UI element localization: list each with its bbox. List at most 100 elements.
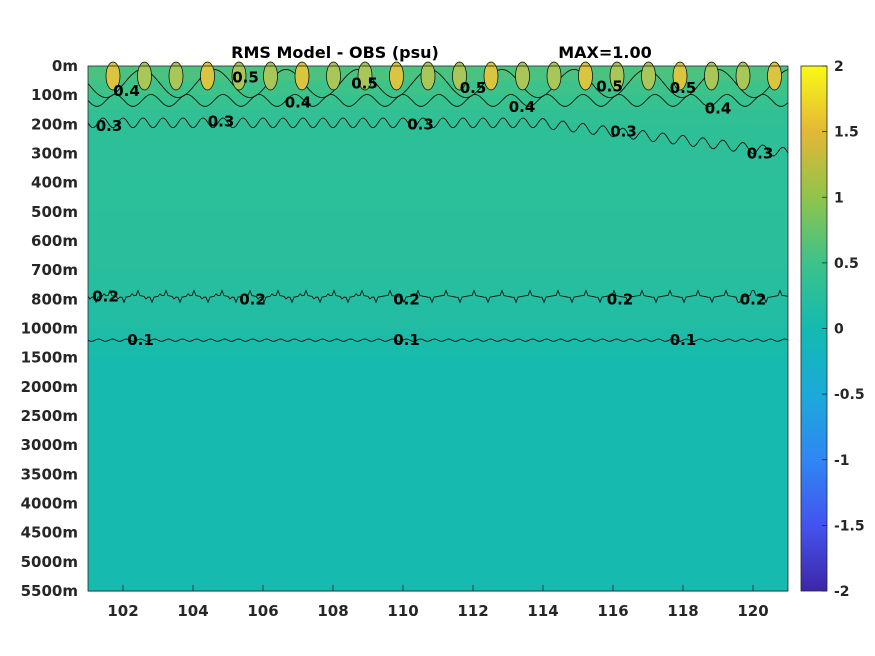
y-tick-label: 200m xyxy=(31,115,78,133)
heatmap-band xyxy=(88,95,788,111)
contour-cell xyxy=(735,61,751,91)
contour-cell xyxy=(263,61,278,91)
colorbar-tick-label: 0.5 xyxy=(834,256,859,272)
contour-label: 0.3 xyxy=(747,145,774,163)
x-tick-label: 108 xyxy=(317,602,348,620)
contour-label: 0.2 xyxy=(239,290,266,308)
contour-label: 0.1 xyxy=(670,331,697,349)
contour-labels: 0.4 0.5 0.5 0.5 0.5 0.5 0.4 0.4 0.4 0.3 0.3 0.3 0.3 0… xyxy=(92,69,773,350)
contour-label: 0.5 xyxy=(670,79,697,97)
x-tick-label: 102 xyxy=(107,602,138,620)
contour-cell xyxy=(326,61,341,91)
chart-title: RMS Model - OBS (psu) xyxy=(231,43,439,62)
contour-cell xyxy=(420,61,436,91)
x-tick-label: 110 xyxy=(387,602,418,620)
contour-cell xyxy=(578,61,593,91)
contour-label: 0.5 xyxy=(596,77,623,95)
y-tick-label: 300m xyxy=(31,145,78,163)
contour-cell xyxy=(515,61,530,91)
contour-label: 0.2 xyxy=(607,290,634,308)
x-tick-label: 116 xyxy=(597,602,628,620)
colorbar-tick-label: -2 xyxy=(834,584,850,600)
y-tick-label: 3000m xyxy=(21,436,78,454)
colorbar-tick-label: -0.5 xyxy=(834,387,865,403)
colorbar-tick-label: -1 xyxy=(834,453,850,469)
heatmap-band xyxy=(88,153,788,184)
y-tick-label: 1000m xyxy=(21,320,78,338)
x-axis: 102 104 106 108 110 112 114 116 118 120 xyxy=(107,585,769,620)
y-tick-label: 5000m xyxy=(21,553,78,571)
y-tick-label: 5500m xyxy=(21,582,78,600)
plot-frame xyxy=(87,65,789,592)
contour-label: 0.1 xyxy=(127,331,154,349)
y-tick-label: 2500m xyxy=(21,407,78,425)
y-tick-label: 2000m xyxy=(21,378,78,396)
contour-label: 0.2 xyxy=(393,290,420,308)
heatmap-band xyxy=(88,503,788,592)
contour-label: 0.3 xyxy=(610,123,637,141)
heatmap-band xyxy=(88,445,788,505)
contour-cell xyxy=(294,61,310,91)
heatmap-band xyxy=(88,124,788,155)
y-tick-label: 600m xyxy=(31,232,78,250)
contour-cell xyxy=(546,61,562,91)
contour-label: 0.4 xyxy=(113,82,140,100)
y-tick-label: 100m xyxy=(31,86,78,104)
heatmap-plot-area xyxy=(88,66,788,592)
colorbar-tick-label: -1.5 xyxy=(834,518,865,534)
x-tick-label: 112 xyxy=(457,602,488,620)
contour-line xyxy=(87,117,789,157)
y-tick-label: 3500m xyxy=(21,465,78,483)
contour-label: 0.3 xyxy=(208,112,235,130)
y-tick-label: 1500m xyxy=(21,349,78,367)
y-tick-label: 800m xyxy=(31,290,78,308)
contour-line xyxy=(87,289,789,304)
y-tick-label: 4000m xyxy=(21,495,78,513)
contour-cell xyxy=(609,61,625,91)
heatmap-band xyxy=(88,182,788,213)
x-tick-label: 120 xyxy=(737,602,768,620)
colorbar-tick-label: 0 xyxy=(834,322,844,338)
contour-cell xyxy=(452,61,467,91)
contour-cell xyxy=(641,61,656,91)
y-tick-label: 4500m xyxy=(21,524,78,542)
y-tick-label: 400m xyxy=(31,174,78,192)
contour-cell xyxy=(704,61,719,91)
heatmap-band xyxy=(88,241,788,271)
x-tick-label: 104 xyxy=(177,602,208,620)
x-tick-label: 106 xyxy=(247,602,278,620)
y-axis: 0m 100m 200m 300m 400m 500m 600m 700m 800m 1000m 1… xyxy=(21,57,78,600)
contour-cell xyxy=(137,61,152,91)
heatmap-band xyxy=(88,386,788,446)
contour-label: 0.1 xyxy=(393,331,420,349)
y-tick-label: 700m xyxy=(31,261,78,279)
contour-cell xyxy=(357,61,373,91)
x-tick-label: 114 xyxy=(527,602,558,620)
contour-label: 0.3 xyxy=(96,117,123,135)
colorbar-tick-label: 1.5 xyxy=(834,125,859,141)
contour-label: 0.5 xyxy=(232,69,259,87)
contour-lines xyxy=(87,61,789,342)
contour-label: 0.4 xyxy=(509,98,536,116)
contour-cell xyxy=(389,61,404,91)
heatmap-band xyxy=(88,357,788,388)
contour-cell xyxy=(231,61,247,91)
contour-label: 0.5 xyxy=(351,75,378,93)
y-tick-label: 500m xyxy=(31,203,78,221)
colorbar-tick-label: 1 xyxy=(834,190,844,206)
contour-cell xyxy=(200,61,215,91)
contour-cell xyxy=(672,61,688,91)
heatmap-band xyxy=(88,328,788,341)
colorbar-tick-label: 2 xyxy=(834,59,844,75)
colorbar-axis: 2 1.5 1 0.5 0 -0.5 -1 -1.5 -2 xyxy=(822,59,865,600)
contour-cell xyxy=(168,61,184,91)
contour-line xyxy=(87,94,789,107)
heatmap-band xyxy=(88,270,788,300)
contour-line xyxy=(87,338,789,342)
heatmap-band xyxy=(88,340,788,359)
contour-cell xyxy=(105,61,121,91)
contour-cell xyxy=(483,61,499,91)
contour-label: 0.3 xyxy=(407,115,434,133)
contour-label: 0.4 xyxy=(285,94,312,112)
